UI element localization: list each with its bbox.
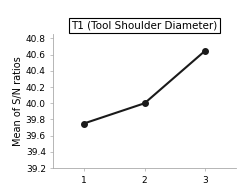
Title: T1 (Tool Shoulder Diameter): T1 (Tool Shoulder Diameter) — [71, 21, 218, 31]
Y-axis label: Mean of S/N ratios: Mean of S/N ratios — [13, 56, 23, 146]
